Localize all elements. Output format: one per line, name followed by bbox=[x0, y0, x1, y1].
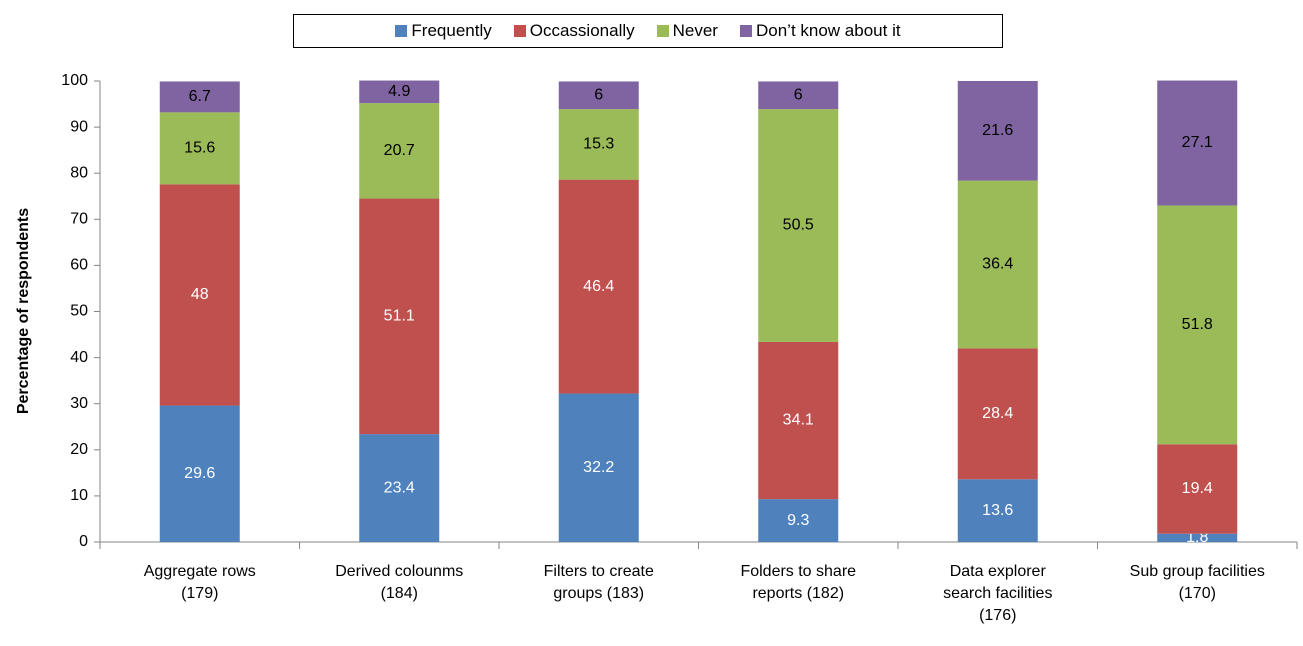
data-label: 28.4 bbox=[982, 405, 1013, 422]
bar-segment bbox=[359, 80, 440, 104]
bar-segment bbox=[1157, 533, 1238, 542]
legend-item: Frequently bbox=[395, 21, 492, 41]
y-tick-label: 40 bbox=[70, 349, 88, 366]
bar-segment bbox=[1157, 444, 1238, 534]
data-label: 15.3 bbox=[583, 136, 614, 153]
data-label: 29.6 bbox=[184, 465, 215, 482]
y-tick-label: 50 bbox=[70, 303, 88, 320]
bar-segment bbox=[359, 103, 440, 199]
data-label: 21.6 bbox=[982, 122, 1013, 139]
legend-label: Don’t know about it bbox=[755, 21, 901, 40]
data-label: 48 bbox=[191, 286, 209, 303]
legend-swatch bbox=[739, 25, 752, 37]
bar-segment bbox=[558, 179, 639, 394]
data-label: 51.1 bbox=[384, 308, 415, 325]
data-label: 23.4 bbox=[384, 479, 415, 496]
x-tick-label: Filters to create groups (183) bbox=[543, 563, 654, 602]
y-tick-label: 80 bbox=[70, 164, 88, 181]
legend-label: Never bbox=[672, 21, 718, 40]
legend: Frequently Occassionally Never Don’t know a… bbox=[293, 14, 1003, 48]
y-tick-label: 10 bbox=[70, 487, 88, 504]
y-tick-label: 70 bbox=[70, 211, 88, 228]
bar-segment bbox=[957, 180, 1038, 349]
y-tick-label: 90 bbox=[70, 118, 88, 135]
y-tick-label: 60 bbox=[70, 257, 88, 274]
bar-segment bbox=[159, 112, 240, 185]
y-tick-label: 30 bbox=[70, 395, 88, 412]
legend-item: Never bbox=[656, 21, 718, 41]
bar-segment bbox=[159, 81, 240, 113]
x-tick-label: Sub group facilities (170) bbox=[1129, 563, 1265, 602]
data-label: 6 bbox=[594, 87, 603, 104]
data-label: 50.5 bbox=[783, 217, 814, 234]
bar-segment bbox=[957, 479, 1038, 542]
y-axis-label: Percentage of respondents bbox=[15, 208, 32, 414]
bar-segment bbox=[758, 81, 839, 110]
y-tick-label: 100 bbox=[61, 72, 88, 89]
data-label: 20.7 bbox=[384, 142, 415, 159]
data-label: 6 bbox=[794, 87, 803, 104]
y-tick-label: 0 bbox=[79, 533, 88, 550]
data-label: 46.4 bbox=[583, 278, 614, 295]
bar-segment bbox=[159, 184, 240, 406]
bar-segment bbox=[758, 499, 839, 542]
x-tick-label: Data explorer search facilities (176) bbox=[943, 563, 1053, 624]
legend-label: Occassionally bbox=[529, 21, 635, 40]
legend-swatch bbox=[656, 25, 669, 37]
bar-segment bbox=[758, 341, 839, 500]
data-label: 13.6 bbox=[982, 502, 1013, 519]
legend-item: Don’t know about it bbox=[739, 21, 901, 41]
bar-segment bbox=[359, 434, 440, 542]
bar-segment bbox=[558, 393, 639, 542]
data-label: 51.8 bbox=[1182, 316, 1213, 333]
data-label: 9.3 bbox=[787, 512, 809, 529]
legend-item: Occassionally bbox=[513, 21, 635, 41]
data-label: 15.6 bbox=[184, 140, 215, 157]
data-label: 36.4 bbox=[982, 256, 1013, 273]
legend-swatch bbox=[513, 25, 526, 37]
bar-segment bbox=[758, 109, 839, 342]
data-label: 32.2 bbox=[583, 459, 614, 476]
x-tick-label: Aggregate rows (179) bbox=[143, 563, 256, 602]
bar-segment bbox=[159, 405, 240, 542]
legend-swatch bbox=[395, 25, 408, 37]
data-label: 6.7 bbox=[189, 88, 211, 105]
data-label: 34.1 bbox=[783, 412, 814, 429]
x-tick-label: Folders to share reports (182) bbox=[740, 563, 857, 602]
y-tick-label: 20 bbox=[70, 441, 88, 458]
bar-segment bbox=[957, 81, 1038, 181]
bar-segment bbox=[359, 198, 440, 435]
data-label: 4.9 bbox=[388, 83, 410, 100]
data-label: 27.1 bbox=[1182, 134, 1213, 151]
bar-segment bbox=[1157, 205, 1238, 445]
bar-segment bbox=[558, 109, 639, 180]
bar-segment bbox=[558, 81, 639, 110]
x-tick-label: Derived colounms (184) bbox=[335, 563, 464, 602]
data-label: 19.4 bbox=[1182, 480, 1213, 497]
legend-label: Frequently bbox=[411, 21, 492, 40]
bar-segment bbox=[1157, 80, 1238, 206]
bar-segment bbox=[957, 348, 1038, 480]
